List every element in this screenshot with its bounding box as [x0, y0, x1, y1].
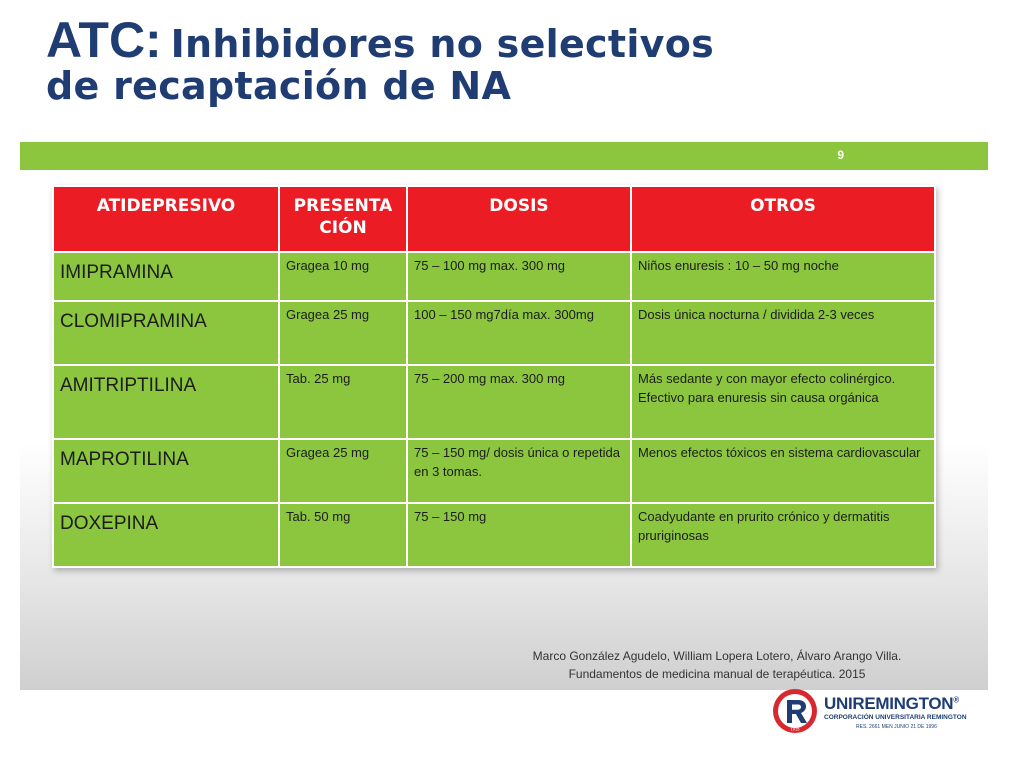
header-presentacion-text: PRESENTA CIÓN: [293, 196, 393, 239]
drug-name: AMITRIPTILINA: [52, 364, 280, 440]
citation: Marco González Agudelo, William Lopera L…: [497, 647, 937, 683]
uniremington-logo: 1915 UNIREMINGTON® CORPORACIÓN UNIVERSIT…: [772, 688, 982, 734]
notes: Dosis única nocturna / dividida 2-3 vece…: [630, 300, 936, 366]
dose: 75 – 150 mg/ dosis única o repetida en 3…: [406, 438, 632, 504]
title-prefix: ATC:: [46, 12, 162, 68]
table-row: IMIPRAMINA Gragea 10 mg 75 – 100 mg max.…: [52, 251, 936, 302]
antidepressant-table: ATIDEPRESIVO PRESENTA CIÓN DOSIS OTROS I…: [52, 185, 936, 568]
notes: Más sedante y con mayor efecto colinérgi…: [630, 364, 936, 440]
drug-name: MAPROTILINA: [52, 438, 280, 504]
header-otros: OTROS: [630, 185, 936, 253]
slide-title: ATC: Inhibidores no selectivos de recapt…: [46, 10, 714, 110]
presentation: Tab. 25 mg: [278, 364, 408, 440]
presentation: Gragea 25 mg: [278, 438, 408, 504]
presentation: Gragea 25 mg: [278, 300, 408, 366]
presentation: Gragea 10 mg: [278, 251, 408, 302]
table-row: AMITRIPTILINA Tab. 25 mg 75 – 200 mg max…: [52, 364, 936, 440]
notes: Menos efectos tóxicos en sistema cardiov…: [630, 438, 936, 504]
dose: 75 – 100 mg max. 300 mg: [406, 251, 632, 302]
slide-content: 9 ATIDEPRESIVO PRESENTA CIÓN DOSIS OTROS…: [20, 142, 988, 690]
dose: 100 – 150 mg7día max. 300mg: [406, 300, 632, 366]
table-row: DOXEPINA Tab. 50 mg 75 – 150 mg Coadyuda…: [52, 502, 936, 568]
logo-name-text: UNIREMINGTON: [824, 694, 954, 713]
drug-name: IMIPRAMINA: [52, 251, 280, 302]
header-presentacion: PRESENTA CIÓN: [278, 185, 408, 253]
logo-registered-mark: ®: [953, 695, 959, 705]
notes: Coadyudante en prurito crónico y dermati…: [630, 502, 936, 568]
logo-year: 1915: [791, 727, 801, 732]
title-line-2: de recaptación de NA: [46, 64, 512, 108]
citation-authors: Marco González Agudelo, William Lopera L…: [532, 649, 902, 663]
title-line-1: Inhibidores no selectivos: [170, 22, 715, 66]
logo-subtitle: CORPORACIÓN UNIVERSITARIA REMINGTON: [824, 714, 967, 721]
green-header-bar: 9: [20, 142, 988, 170]
table-header-row: ATIDEPRESIVO PRESENTA CIÓN DOSIS OTROS: [52, 185, 936, 253]
header-antidepresivo: ATIDEPRESIVO: [52, 185, 280, 253]
drug-name: DOXEPINA: [52, 502, 280, 568]
page-number: 9: [837, 148, 844, 162]
notes: Niños enuresis : 10 – 50 mg noche: [630, 251, 936, 302]
table-row: CLOMIPRAMINA Gragea 25 mg 100 – 150 mg7d…: [52, 300, 936, 366]
uniremington-emblem-icon: 1915: [773, 689, 817, 733]
drug-name: CLOMIPRAMINA: [52, 300, 280, 366]
logo-name: UNIREMINGTON®: [824, 694, 959, 714]
presentation: Tab. 50 mg: [278, 502, 408, 568]
dose: 75 – 150 mg: [406, 502, 632, 568]
header-dosis: DOSIS: [406, 185, 632, 253]
dose: 75 – 200 mg max. 300 mg: [406, 364, 632, 440]
table-row: MAPROTILINA Gragea 25 mg 75 – 150 mg/ do…: [52, 438, 936, 504]
citation-source: Fundamentos de medicina manual de terapé…: [568, 667, 866, 681]
logo-resolution: RES. 2661 MEN JUNIO 21 DE 1996: [856, 724, 937, 730]
